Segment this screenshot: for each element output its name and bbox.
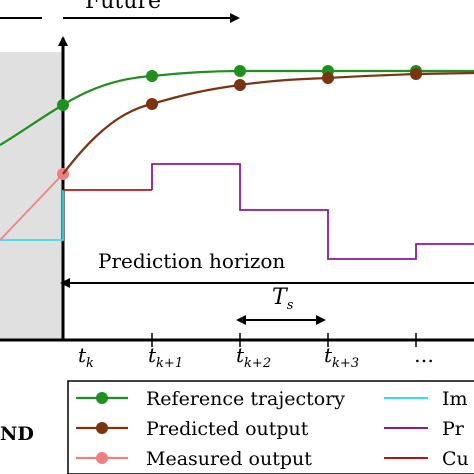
predicted-output-point [234, 79, 246, 91]
legend-label-predicted-control: Pr [442, 418, 465, 440]
legend-item-measured-output: Measured output [76, 448, 312, 470]
legend-item-predicted-output: Predicted output [76, 418, 309, 440]
legend-item-implemented: Im [384, 388, 468, 410]
reference-point [57, 99, 69, 111]
legend-label-predicted-output: Predicted output [146, 418, 309, 440]
legend-item-current-control: Cu [384, 448, 469, 470]
predicted-output-point [146, 98, 158, 110]
implemented-input-line [0, 190, 64, 241]
legend: Reference trajectory Predicted output Me… [67, 380, 474, 474]
past-region [0, 52, 63, 340]
tick-label-ellipsis: … [414, 343, 434, 367]
future-label: Future [85, 0, 161, 14]
legend-label-reference: Reference trajectory [146, 388, 345, 410]
tick-label-tk: tk [78, 343, 94, 371]
prediction-horizon-label: Prediction horizon [98, 249, 285, 273]
reference-point [146, 70, 158, 82]
reference-trajectory-line [0, 69, 474, 146]
tick-label-tk2: tk+2 [236, 343, 271, 371]
predicted-output-line [62, 71, 474, 175]
reference-point [234, 65, 246, 77]
predicted-control-line [151, 163, 474, 260]
left-fragment-text: ND [0, 423, 34, 445]
predicted-output-point [410, 68, 422, 80]
time-axis-ticks [151, 333, 417, 347]
tick-label-tk3: tk+3 [324, 343, 359, 371]
tick-label-tk1: tk+1 [148, 343, 183, 371]
measured-output-line [0, 173, 64, 241]
predicted-output-point [322, 72, 334, 84]
legend-label-implemented: Im [442, 388, 468, 410]
legend-label-current-control: Cu [442, 448, 469, 470]
sampling-time-label: Ts [272, 285, 294, 313]
legend-item-predicted-control: Pr [384, 418, 465, 440]
legend-label-measured-output: Measured output [146, 448, 312, 470]
legend-item-reference: Reference trajectory [76, 388, 345, 410]
